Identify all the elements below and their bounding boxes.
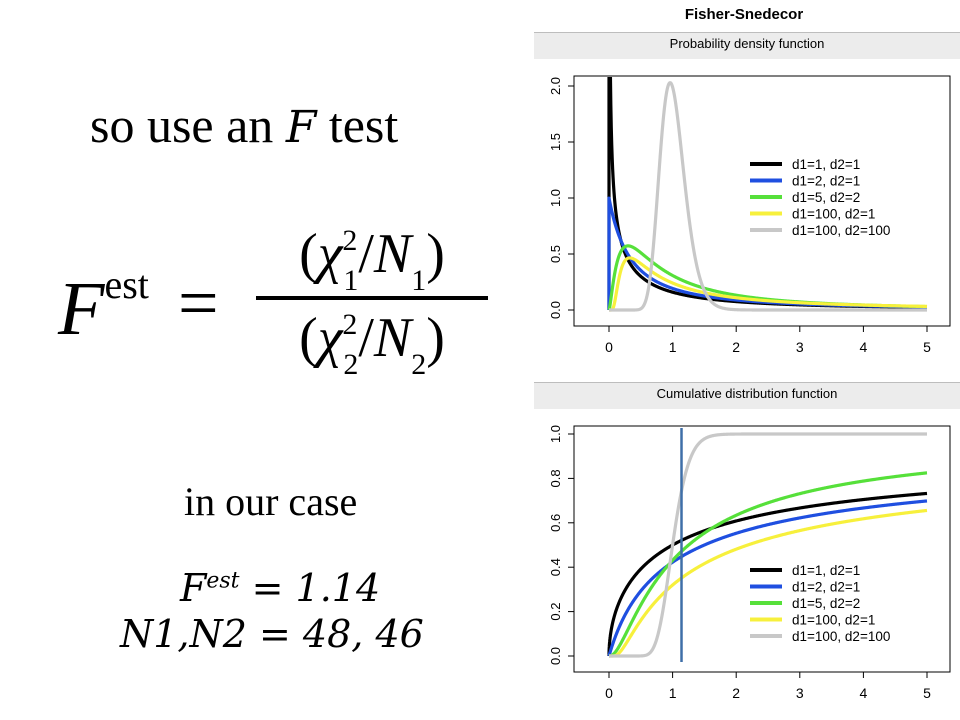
headline-var: F bbox=[285, 102, 317, 153]
cdf-plot-frame bbox=[573, 425, 951, 673]
fest-value: = 1.14 bbox=[239, 566, 381, 610]
f-statistic-formula: Fest = (χ21/N1) (χ22/N2) bbox=[58, 222, 498, 402]
den-slash: / bbox=[358, 307, 374, 370]
fraction-bar bbox=[256, 296, 488, 301]
den-nsub: 2 bbox=[411, 348, 427, 382]
num-sub: 1 bbox=[343, 264, 359, 298]
den-n: N bbox=[373, 307, 412, 370]
headline-post: test bbox=[328, 97, 399, 153]
pdf-x-tick-label-2: 2 bbox=[732, 339, 740, 355]
cdf-legend-label-d1-2-d2-1: d1=2, d2=1 bbox=[792, 580, 860, 595]
pdf-y-tick-label-0: 0.0 bbox=[548, 301, 563, 319]
pdf-legend-label-d1-2-d2-1: d1=2, d2=1 bbox=[792, 174, 860, 189]
formula-numerator: (χ21/N1) bbox=[256, 222, 488, 297]
num-n: N bbox=[373, 223, 412, 285]
cdf-legend-label-d1-100-d2-1: d1=100, d2=1 bbox=[792, 613, 875, 628]
cdf-series-d1-100-d2-100 bbox=[607, 432, 929, 658]
pdf-title-strip: Probability density function bbox=[534, 32, 960, 59]
pdf-legend-label-d1-1-d2-1: d1=1, d2=1 bbox=[792, 157, 860, 172]
cdf-title: Cumulative distribution function bbox=[656, 386, 838, 401]
den-sub: 2 bbox=[343, 348, 359, 382]
num-slash: / bbox=[358, 223, 374, 285]
pdf-x-tick-label-0: 0 bbox=[605, 339, 613, 355]
cdf-y-tick-label-3: 0.6 bbox=[548, 514, 563, 532]
num-sup: 2 bbox=[342, 224, 358, 257]
headline: so use an F test bbox=[90, 96, 398, 154]
pdf-y-tick-label-4: 2.0 bbox=[548, 77, 563, 95]
cdf-y-tick-label-0: 0.0 bbox=[548, 647, 563, 665]
cdf-y-tick-label-2: 0.4 bbox=[548, 558, 563, 576]
den-sup: 2 bbox=[342, 308, 358, 342]
formula-lhs-sup: est bbox=[104, 261, 149, 307]
formula-denominator: (χ22/N2) bbox=[256, 306, 488, 381]
pdf-legend-label-d1-100-d2-100: d1=100, d2=100 bbox=[792, 223, 890, 238]
figure-title: Fisher-Snedecor bbox=[684, 6, 804, 23]
pdf-y-tick-label-3: 1.5 bbox=[548, 133, 563, 151]
cdf-series-d1-5-d2-2 bbox=[607, 471, 929, 658]
cdf-chart: 0 1 2 3 4 5 0.0 0.2 0.4 0.6 0.8 1.0 d1=1, d2=1 d1=2, … bbox=[548, 425, 951, 701]
cdf-title-strip: Cumulative distribution function bbox=[534, 382, 960, 409]
cdf-x-tick-label-5: 5 bbox=[923, 685, 931, 701]
pdf-legend-label-d1-5-d2-2: d1=5, d2=2 bbox=[792, 190, 860, 205]
cdf-y-tick-label-5: 1.0 bbox=[548, 425, 563, 443]
fest-var: F bbox=[180, 566, 207, 610]
num-open: ( bbox=[299, 223, 318, 285]
case-label: in our case bbox=[184, 479, 358, 524]
pdf-x-tick-label-1: 1 bbox=[669, 339, 677, 355]
formula-lhs-f: F bbox=[58, 267, 105, 351]
pdf-x-tick-label-3: 3 bbox=[796, 339, 804, 355]
pdf-plot-frame bbox=[573, 75, 951, 327]
cdf-series-d1-100-d2-1 bbox=[607, 508, 929, 658]
den-open: ( bbox=[299, 307, 318, 370]
formula-equals: = bbox=[178, 263, 219, 343]
pdf-y-tick-label-2: 1.0 bbox=[548, 189, 563, 207]
pdf-title: Probability density function bbox=[669, 36, 825, 51]
pdf-y-tick-label-1: 0.5 bbox=[548, 245, 563, 263]
pdf-x-tick-label-4: 4 bbox=[860, 339, 868, 355]
pdf-series-d1-100-d2-1 bbox=[607, 256, 929, 312]
cdf-legend-label-d1-5-d2-2: d1=5, d2=2 bbox=[792, 596, 860, 611]
num-chi: χ bbox=[317, 223, 343, 285]
cdf-y-tick-label-4: 0.8 bbox=[548, 469, 563, 487]
headline-pre: so use an bbox=[90, 97, 274, 153]
cdf-x-tick-label-0: 0 bbox=[605, 685, 613, 701]
fest-value-line: Fest = 1.14 bbox=[180, 566, 380, 610]
cdf-y-tick-label-1: 0.2 bbox=[548, 603, 563, 621]
pdf-legend-label-d1-100-d2-1: d1=100, d2=1 bbox=[792, 207, 875, 222]
fisher-snedecor-figure: Fisher-Snedecor Probability density func… bbox=[528, 0, 960, 720]
cdf-series-d1-1-d2-1 bbox=[607, 491, 929, 657]
den-chi: χ bbox=[317, 307, 343, 370]
cdf-x-tick-label-1: 1 bbox=[669, 685, 677, 701]
den-close: ) bbox=[426, 307, 445, 370]
pdf-series-d1-100-d2-100 bbox=[607, 81, 929, 312]
formula-lhs: Fest bbox=[58, 262, 149, 353]
cdf-legend-label-d1-1-d2-1: d1=1, d2=1 bbox=[792, 563, 860, 578]
cdf-x-tick-label-3: 3 bbox=[796, 685, 804, 701]
num-close: ) bbox=[426, 223, 445, 285]
cdf-legend-label-d1-100-d2-100: d1=100, d2=100 bbox=[792, 629, 890, 644]
num-nsub: 1 bbox=[411, 264, 427, 298]
n-values-line: N1,N2 = 48, 46 bbox=[120, 612, 424, 656]
pdf-x-tick-label-5: 5 bbox=[923, 339, 931, 355]
cdf-series-d1-2-d2-1 bbox=[607, 499, 929, 658]
fest-sup: est bbox=[206, 568, 240, 594]
cdf-x-tick-label-2: 2 bbox=[732, 685, 740, 701]
formula-fraction: (χ21/N1) (χ22/N2) bbox=[256, 222, 488, 381]
cdf-x-tick-label-4: 4 bbox=[860, 685, 868, 701]
pdf-chart: 0 1 2 3 4 5 0.0 0.5 1.0 1.5 2.0 d1=1, d2=1 d1=2, d2=… bbox=[548, 75, 951, 355]
